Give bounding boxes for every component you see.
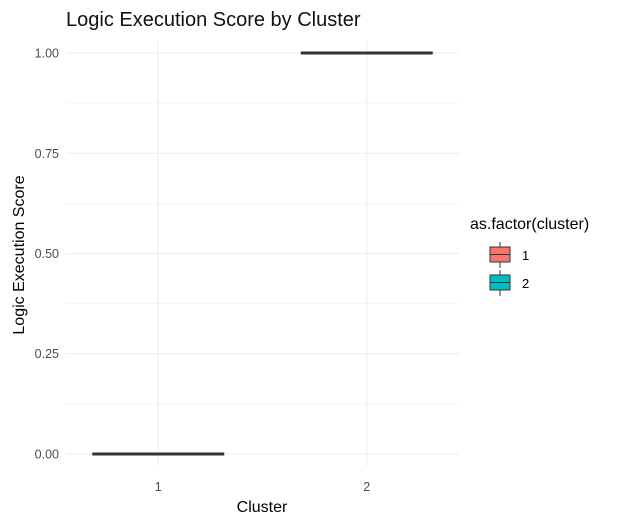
y-tick-label: 0.25 [35,347,59,361]
y-tick-label: 1.00 [35,47,59,61]
legend-item-2: 2 [489,270,529,296]
legend: as.factor(cluster) 1 2 [470,216,589,296]
legend-label: 1 [522,248,529,263]
y-tick-label: 0.00 [35,447,59,461]
legend-item-1: 1 [489,242,529,268]
x-axis-title: Cluster [237,499,288,516]
plot-boxes [92,51,433,456]
y-axis-ticks: 0.00 0.25 0.50 0.75 1.00 [35,47,59,462]
chart-title: Logic Execution Score by Cluster [66,9,361,31]
y-tick-label: 0.50 [35,247,59,261]
y-axis-title: Logic Execution Score [11,175,28,334]
legend-label: 2 [522,276,529,291]
grid [66,41,459,466]
x-tick-label: 2 [363,480,370,494]
y-tick-label: 0.75 [35,147,59,161]
legend-title: as.factor(cluster) [470,216,589,233]
x-tick-label: 1 [155,480,162,494]
